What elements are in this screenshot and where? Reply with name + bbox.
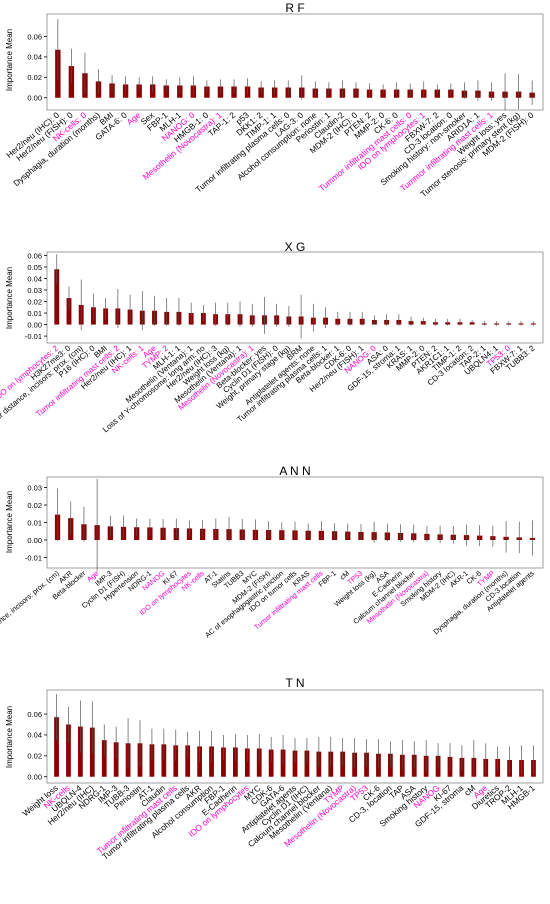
y-axis-label: Importance Mean bbox=[5, 29, 14, 91]
y-tick-label: 0.00 bbox=[27, 94, 42, 103]
y-tick-label: 0.00 bbox=[27, 536, 42, 545]
chart-panel-2: X G Importance Mean -0.01 0.00 0.01 0.02 0.03 0… bbox=[0, 240, 544, 434]
y-tick-label: -0.01 bbox=[25, 553, 42, 562]
chart-title: T N bbox=[285, 676, 304, 690]
y-tick-label: 0.02 bbox=[27, 501, 42, 510]
bar bbox=[292, 750, 298, 777]
y-tick-label: 0.01 bbox=[27, 518, 42, 527]
y-axis-label: Importance Mean bbox=[5, 267, 14, 329]
y-axis-label: Importance Mean bbox=[5, 706, 14, 768]
y-tick-label: 0.06 bbox=[27, 251, 42, 260]
y-tick-label: 0.01 bbox=[27, 309, 42, 318]
bar bbox=[113, 742, 119, 777]
y-tick-label: 0.03 bbox=[27, 483, 42, 492]
y-tick-label: 0.02 bbox=[27, 73, 42, 82]
y-tick-label: -0.01 bbox=[25, 332, 42, 341]
bar bbox=[66, 298, 72, 325]
plot-frame bbox=[46, 251, 544, 344]
y-tick-label: 0.04 bbox=[27, 53, 42, 62]
y-tick-label: 0.04 bbox=[27, 731, 42, 740]
chart-title: A N N bbox=[279, 464, 310, 478]
bar bbox=[221, 747, 226, 777]
chart-panel-3: A N N Importance Mean -0.01 0.00 0.01 0.02 0.0… bbox=[0, 464, 544, 649]
plot-frame bbox=[46, 689, 544, 784]
y-tick-label: 0.06 bbox=[27, 32, 42, 41]
bar bbox=[304, 750, 310, 777]
plot-frame bbox=[46, 13, 544, 111]
y-axis-label: Importance Mean bbox=[5, 491, 14, 553]
y-tick-label: 0.02 bbox=[27, 752, 42, 761]
bar bbox=[66, 724, 71, 777]
y-tick-label: 0.05 bbox=[27, 263, 42, 272]
chart-title: R F bbox=[285, 1, 304, 15]
bar bbox=[161, 744, 167, 777]
y-tick-label: 0.02 bbox=[27, 297, 42, 306]
bar bbox=[54, 717, 59, 777]
y-tick-label: 0.00 bbox=[27, 320, 42, 329]
bar bbox=[244, 748, 250, 777]
bar bbox=[185, 745, 191, 777]
y-tick-label: 0.06 bbox=[27, 710, 42, 719]
y-tick-label: 0.04 bbox=[27, 274, 42, 283]
bar bbox=[54, 269, 60, 325]
y-tick-label: 0.00 bbox=[27, 773, 42, 782]
bar bbox=[149, 744, 155, 777]
y-tick-label: 0.03 bbox=[27, 286, 42, 295]
bar bbox=[233, 747, 238, 777]
bar bbox=[101, 740, 107, 777]
bar bbox=[268, 749, 274, 777]
chart-title: X G bbox=[285, 240, 306, 254]
category-label: Tumor distance, incisors: prox. (cm) bbox=[0, 569, 61, 649]
